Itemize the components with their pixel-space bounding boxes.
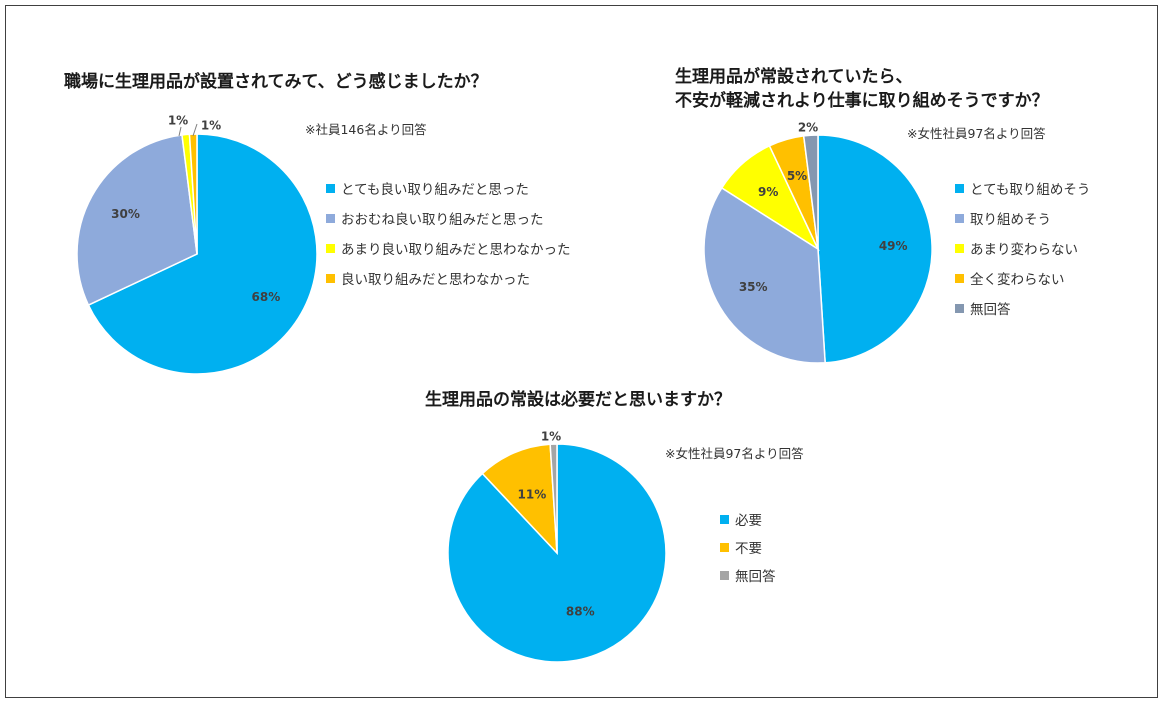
- chart1-data-label-3: 1%: [201, 119, 221, 133]
- chart2-note: ※女性社員97名より回答: [907, 126, 1046, 141]
- chart1-data-label-0: 68%: [252, 290, 281, 304]
- chart2-legend-label: あまり変わらない: [970, 242, 1078, 258]
- chart3-data-label-2: 1%: [541, 430, 561, 444]
- chart2-legend-swatch: [955, 303, 964, 313]
- chart3-legend-item: 不要: [720, 533, 776, 561]
- chart3-legend-label: 無回答: [735, 569, 776, 585]
- chart2-data-label-1: 35%: [739, 280, 768, 294]
- chart2-title-line-1: 生理用品が常設されていたら、: [675, 67, 913, 87]
- chart1-legend-item: とても良い取り組みだと思った: [326, 173, 571, 203]
- chart1-legend-swatch: [326, 243, 335, 253]
- chart3-legend-label: 不要: [735, 541, 762, 557]
- chart2-data-label-4: 2%: [798, 121, 818, 135]
- chart2-legend-item: とても取り組めそう: [955, 173, 1090, 203]
- chart2-legend-swatch: [955, 183, 964, 193]
- chart3-slice-1: [481, 443, 558, 556]
- chart1-leader-line: [178, 126, 182, 137]
- chart1-legend-label: おおむね良い取り組みだと思った: [341, 212, 544, 228]
- chart1-legend-label: 良い取り組みだと思わなかった: [341, 272, 530, 288]
- chart1-note: ※社員146名より回答: [305, 122, 427, 137]
- chart1-legend: とても良い取り組みだと思った おおむね良い取り組みだと思った あまり良い取り組み…: [326, 173, 571, 293]
- chart3-note: ※女性社員97名より回答: [665, 446, 804, 461]
- chart1-legend-swatch: [326, 213, 335, 223]
- chart2-legend-item: あまり変わらない: [955, 233, 1090, 263]
- chart2-legend-item: 無回答: [955, 293, 1090, 323]
- chart1-leader-line: [192, 123, 198, 137]
- chart3-legend-label: 必要: [735, 513, 762, 529]
- chart3-legend-item: 無回答: [720, 561, 776, 589]
- chart2-legend-label: 全く変わらない: [970, 272, 1065, 288]
- chart2-legend-label: 無回答: [970, 302, 1011, 318]
- chart1-legend-label: あまり良い取り組みだと思わなかった: [341, 242, 571, 258]
- chart2-legend-swatch: [955, 243, 964, 253]
- chart2-data-label-2: 9%: [758, 185, 778, 199]
- chart2-legend-label: とても取り組めそう: [970, 182, 1091, 198]
- chart2-legend-swatch: [955, 213, 964, 223]
- chart2-legend-item: 全く変わらない: [955, 263, 1090, 293]
- chart3-legend-item: 必要: [720, 505, 776, 533]
- chart3-slice-2: [549, 443, 558, 554]
- chart2-legend: とても取り組めそう 取り組めそう あまり変わらない 全く変わらない 無回答: [955, 173, 1090, 323]
- chart3-data-label-1: 11%: [518, 488, 547, 502]
- chart2-data-label-3: 5%: [787, 169, 807, 183]
- chart1-legend-swatch: [326, 183, 335, 193]
- chart1-legend-swatch: [326, 273, 335, 283]
- chart3-data-label-0: 88%: [566, 604, 595, 618]
- chart2-title-line-2: 不安が軽減されより仕事に取り組めそうですか？: [675, 91, 1049, 111]
- chart2-slice-0: [817, 134, 933, 364]
- chart2-legend-item: 取り組めそう: [955, 203, 1090, 233]
- chart3-legend-swatch: [720, 570, 729, 580]
- chart1-legend-item: 良い取り組みだと思わなかった: [326, 263, 571, 293]
- chart1-slice-1: [76, 134, 198, 307]
- chart2-legend-swatch: [955, 273, 964, 283]
- chart3-legend-swatch: [720, 542, 729, 552]
- chart3-legend: 必要 不要 無回答: [720, 505, 776, 589]
- chart1-legend-label: とても良い取り組みだと思った: [341, 182, 529, 198]
- chart1-data-label-1: 30%: [111, 207, 140, 221]
- chart2-data-label-0: 49%: [879, 239, 908, 253]
- chart2-legend-label: 取り組めそう: [970, 212, 1051, 228]
- chart1-slice-0: [87, 133, 318, 375]
- chart1-legend-item: おおむね良い取り組みだと思った: [326, 203, 571, 233]
- chart1-data-label-2: 1%: [168, 114, 188, 128]
- chart1-title: 職場に生理用品が設置されてみて、どう感じましたか？: [64, 72, 488, 92]
- chart3-legend-swatch: [720, 514, 729, 524]
- chart3-title: 生理用品の常設は必要だと思いますか？: [425, 390, 731, 410]
- chart1-legend-item: あまり良い取り組みだと思わなかった: [326, 233, 571, 263]
- chart2-slice-1: [703, 186, 826, 364]
- chart2-slice-4: [802, 134, 819, 250]
